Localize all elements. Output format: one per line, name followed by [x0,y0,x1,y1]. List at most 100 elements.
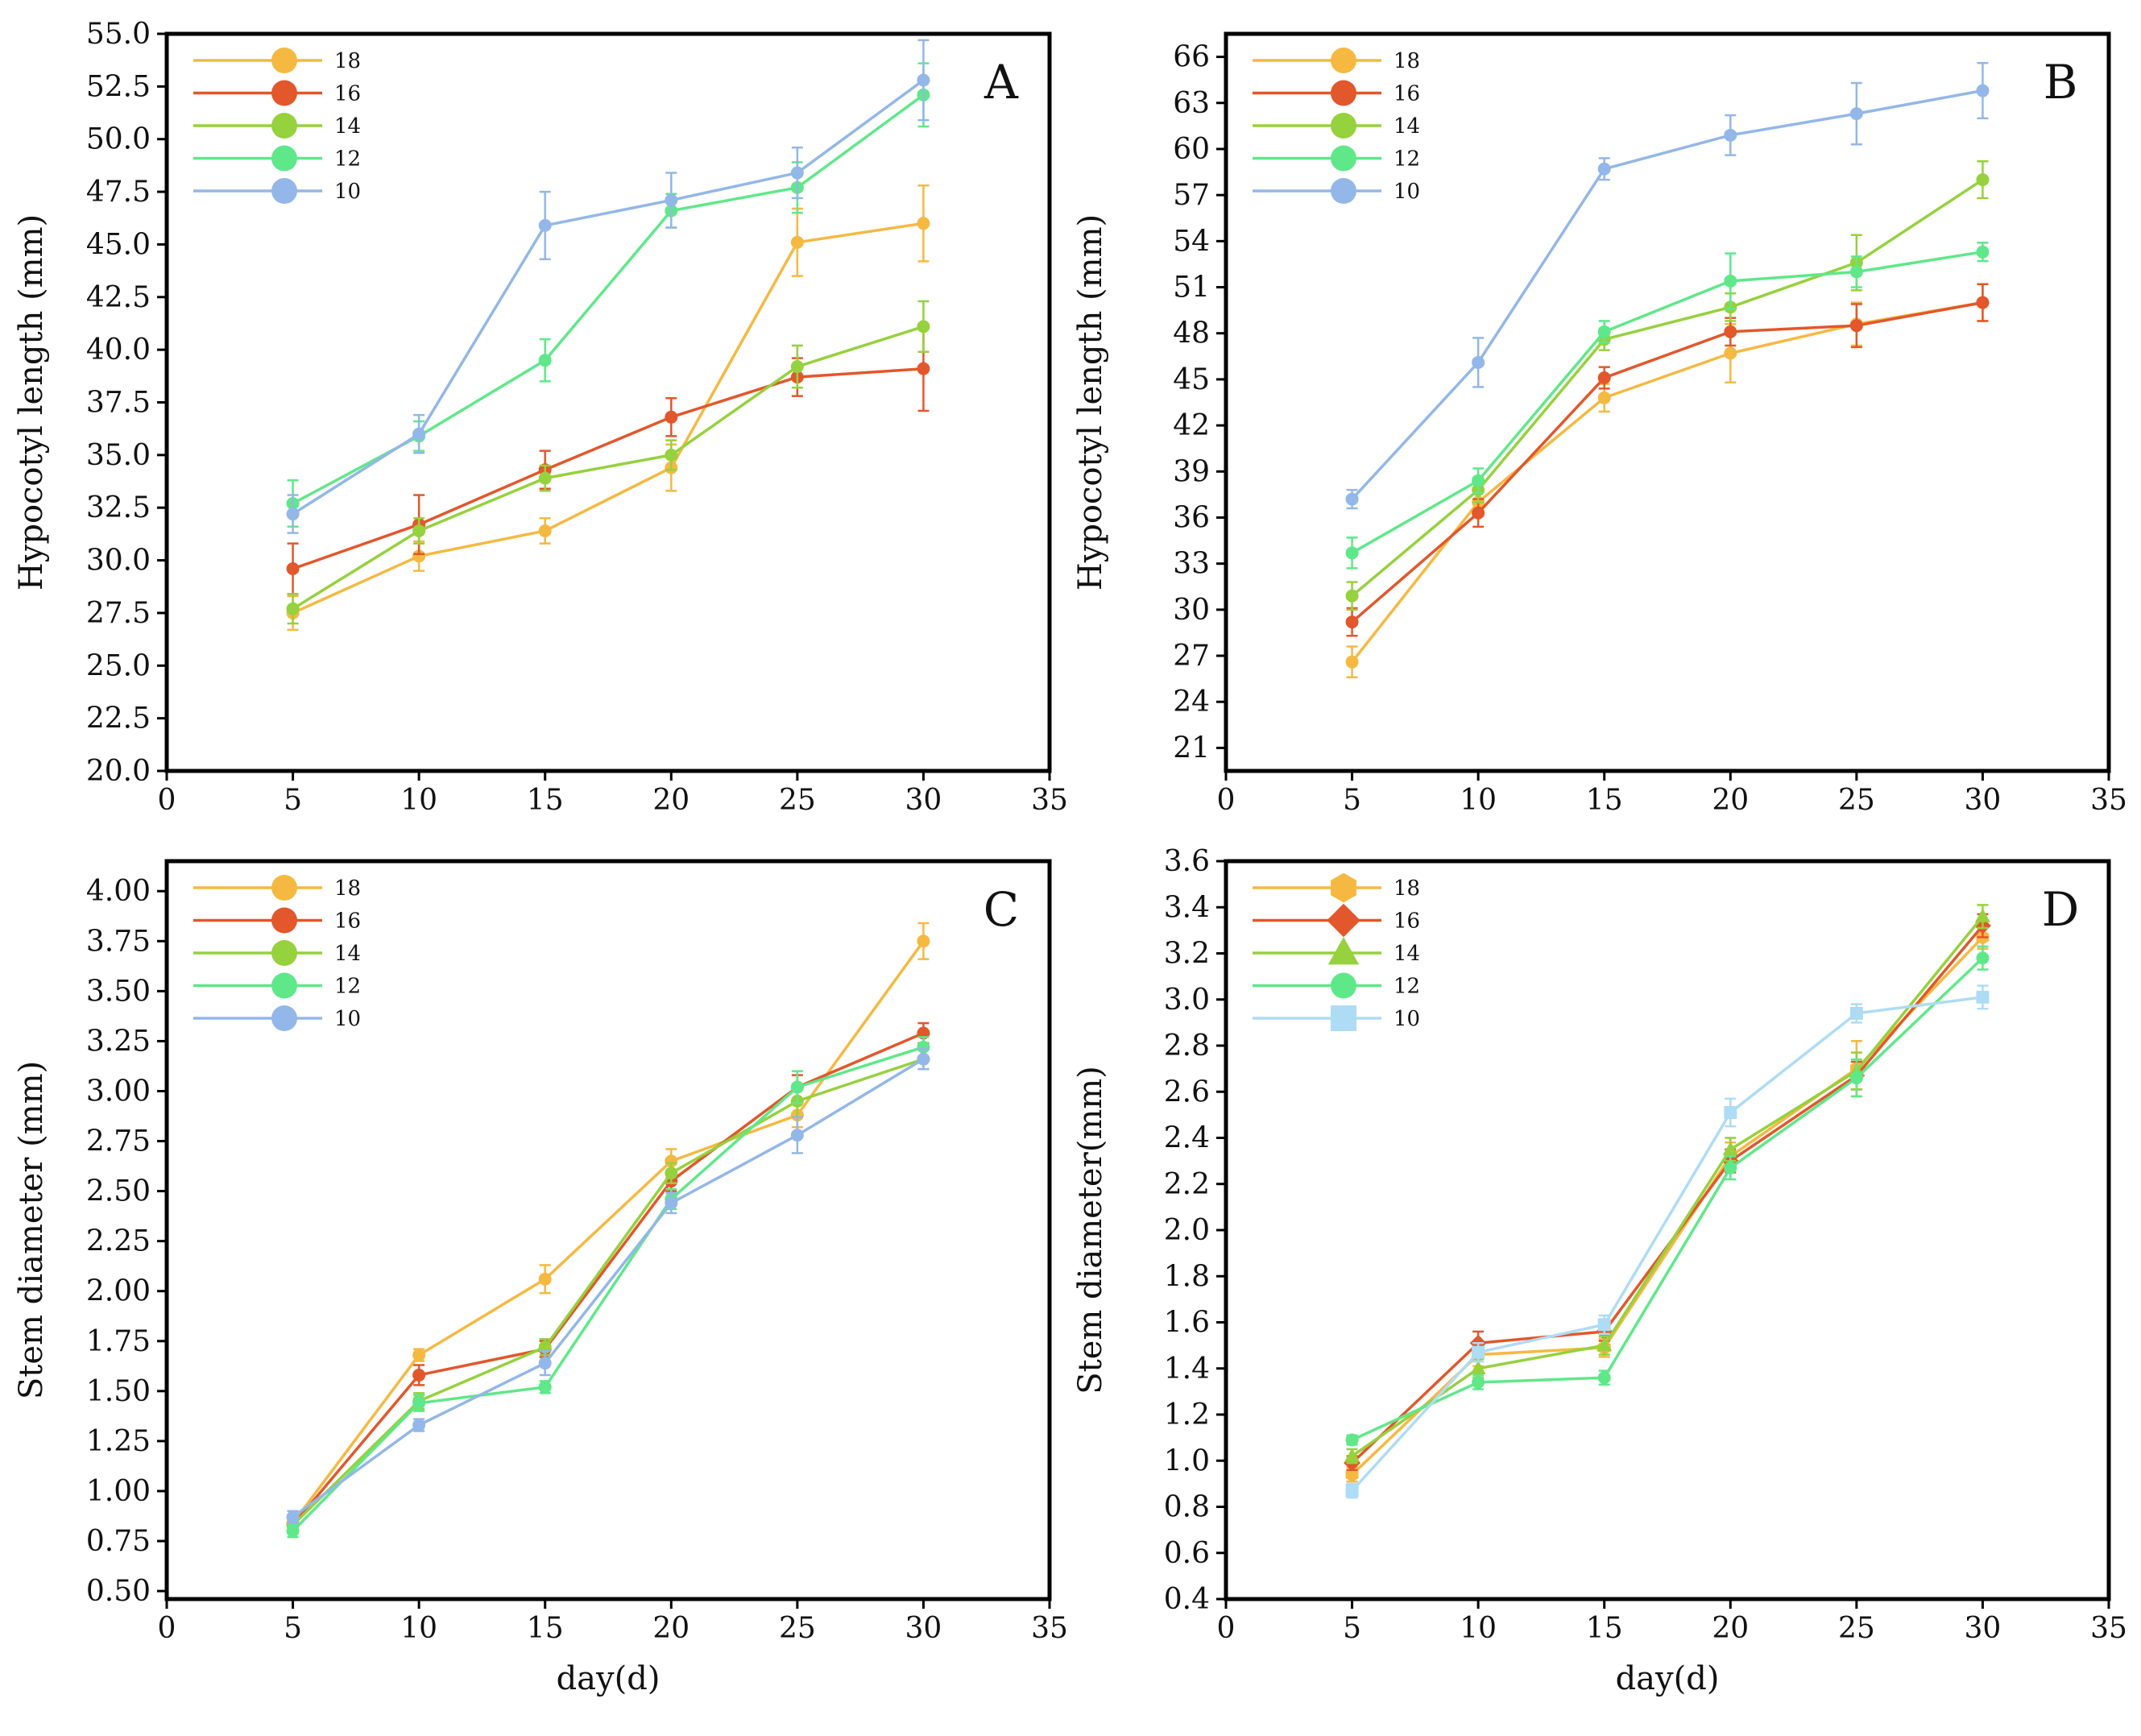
data-point [665,1154,678,1168]
y-tick-label: 1.0 [1164,1444,1210,1477]
legend-marker [271,48,297,73]
legend-marker [1331,872,1356,903]
panel-letter: D [2042,882,2080,937]
series-line-14 [292,1058,924,1527]
series-10 [1345,61,1990,510]
legend-label: 10 [1394,180,1420,204]
legend-label: 16 [1394,909,1420,934]
series-16 [286,1021,930,1532]
legend-label: 14 [334,114,361,139]
legend-marker [1331,1005,1356,1031]
legend-label: 18 [334,49,361,73]
y-tick-label: 21 [1173,731,1210,764]
y-tick-label: 1.6 [1164,1307,1210,1340]
panel-letter: C [984,882,1019,937]
x-tick-label: 30 [905,1612,942,1645]
data-point [1976,296,1990,309]
series-group [286,922,930,1539]
y-tick-label: 22.5 [86,702,151,735]
legend-marker [1331,178,1356,204]
legend-label: 14 [1394,942,1420,966]
y-tick-label: 33 [1173,548,1210,581]
legend-label: 10 [1394,1007,1420,1031]
series-10 [286,39,930,534]
y-tick-label: 1.8 [1164,1260,1210,1293]
series-line-14 [1351,178,1984,598]
panel-letter: A [984,55,1019,110]
data-point [412,1368,426,1382]
x-tick-label: 0 [158,1612,176,1645]
y-tick-label: 0.50 [86,1575,151,1608]
y-tick-label: 2.8 [1164,1030,1210,1063]
data-point [538,218,552,232]
data-point [1724,128,1737,142]
data-point [665,1166,678,1180]
y-tick-label: 2.50 [86,1175,151,1208]
y-tick-label: 2.0 [1164,1214,1210,1247]
series-line-18 [1351,936,1984,1476]
y-tick-label: 0.8 [1164,1491,1210,1524]
legend-marker [1331,972,1356,999]
data-point [286,1510,300,1524]
x-tick-label: 15 [527,784,564,817]
series-10 [286,1048,930,1524]
data-point [917,1040,930,1054]
y-tick-label: 3.6 [1164,845,1210,878]
data-point [1345,1484,1359,1498]
y-tick-label: 2.6 [1164,1075,1210,1108]
x-tick-label: 10 [400,1612,437,1645]
data-point [1849,319,1863,333]
y-tick-label: 30.0 [86,545,151,578]
x-tick-label: 15 [1586,1612,1623,1645]
legend-label: 16 [334,909,361,934]
data-point [1597,1318,1611,1332]
x-tick-label: 5 [284,784,302,817]
y-tick-label: 55.0 [86,18,151,51]
data-point [538,471,552,485]
series-12 [286,1036,930,1539]
data-point [790,1080,804,1094]
x-tick-label: 25 [779,1612,816,1645]
legend-marker [1331,80,1356,106]
series-line-18 [292,222,924,615]
data-point [1976,173,1990,187]
data-point [538,1272,552,1286]
plot-frame-b [1224,31,2111,773]
data-point [917,362,930,375]
series-line-16 [292,1031,925,1527]
legend-marker [271,1005,297,1031]
legend-label: 14 [334,942,361,966]
y-tick-label: 45.0 [86,228,151,261]
panel-letter: B [2044,55,2078,110]
series-line-10 [292,1058,925,1518]
series-line-18 [292,940,925,1524]
legend-label: 10 [334,180,361,204]
data-point [917,73,930,87]
series-12 [1345,242,1990,570]
y-tick-label: 60 [1173,133,1210,166]
y-tick-label: 1.4 [1164,1353,1210,1386]
legend-marker [271,972,297,999]
x-tick-label: 5 [1343,1612,1361,1645]
y-tick-label: 3.4 [1164,891,1210,924]
data-point [1976,245,1990,259]
x-tick-label: 0 [1217,784,1236,817]
legend: 18 16 14 12 10 [193,875,361,1031]
data-point [1849,107,1863,121]
y-axis-title: Stem diameter (mm) [13,1061,50,1399]
y-tick-label: 20.0 [86,755,151,788]
legend-label: 14 [1394,114,1420,139]
data-point [1849,1071,1863,1085]
data-point [1472,506,1485,520]
y-tick-label: 32.5 [86,491,151,524]
y-tick-label: 42.5 [86,281,151,314]
legend-marker [271,145,297,172]
panel-c: 0 5 10 15 20 25 30 35 0.50 0.75 1.00 1.25 1.50 1.75 2.… [13,859,1068,1697]
y-tick-label: 0.75 [86,1525,151,1558]
data-point [1976,990,1990,1004]
legend-marker [271,875,297,901]
data-point [1345,589,1359,603]
data-point [790,360,804,374]
data-point [286,602,300,615]
